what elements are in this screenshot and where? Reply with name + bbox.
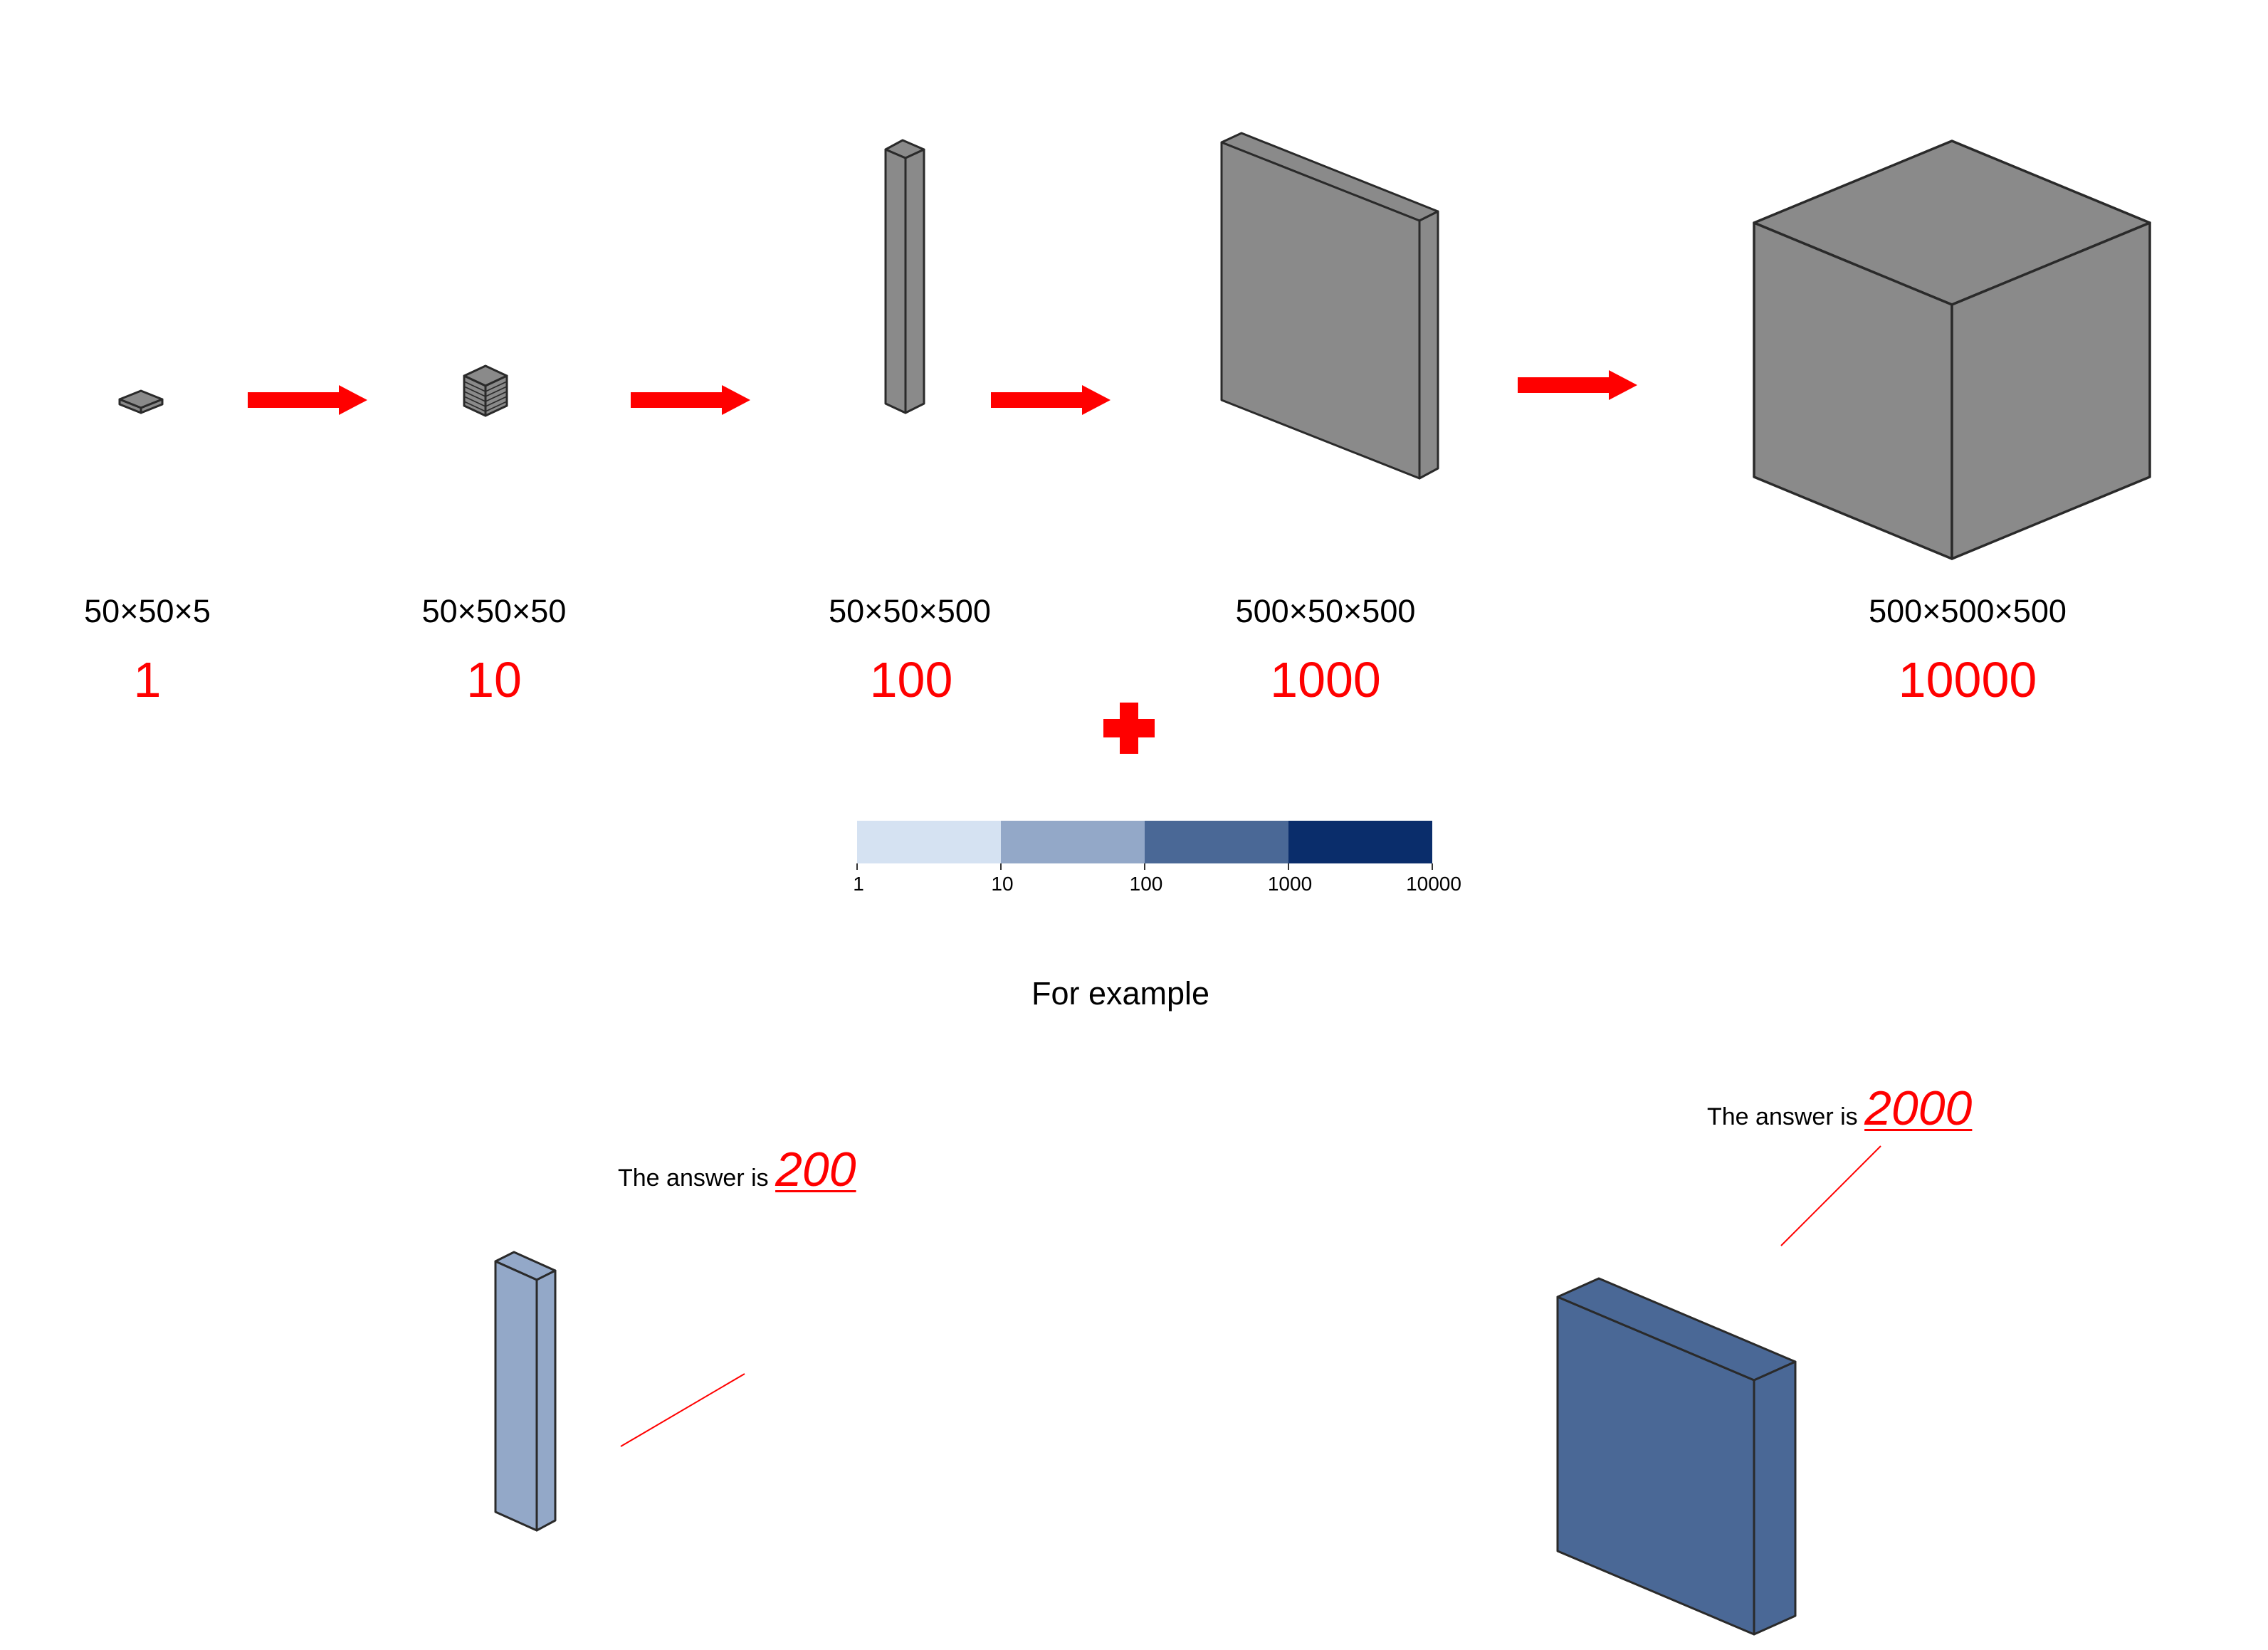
value-label-2: 10 [466,652,522,708]
block-50x50x5 [118,389,164,414]
colorbar-segment-1-10 [857,821,1001,863]
dims-label-1: 50×50×5 [84,593,211,629]
block-500x50x500 [1220,132,1439,480]
colorbar-tick-1: 1 [853,873,864,895]
value-label-1: 1 [133,652,162,708]
answer-prefix: The answer is [1707,1103,1865,1130]
colorbar-segment-10-100 [1001,821,1145,863]
arrow-right-icon [631,385,750,415]
answer-annotation-200: The answer is 200 [618,1142,856,1197]
colorbar-tick-100: 100 [1129,873,1163,895]
example-heading: For example [1031,975,1210,1011]
colorbar-segment-100-1000 [1145,821,1288,863]
colorbar [856,821,1433,870]
value-label-4: 1000 [1270,652,1381,708]
answer-value: 200 [775,1142,856,1197]
dims-label-2: 50×50×50 [421,593,567,629]
answer-annotation-2000: The answer is 2000 [1707,1081,1972,1136]
colorbar-tick-10000: 10000 [1406,873,1461,895]
plus-icon [1103,703,1155,754]
value-label-3: 100 [869,652,953,708]
answer-pointer-200 [620,1373,745,1447]
answer-value: 2000 [1864,1081,1973,1135]
answer-pointer-2000 [1780,1145,1881,1246]
colorbar-tick-1000: 1000 [1267,873,1313,895]
dims-label-3: 50×50×500 [829,593,991,629]
colorbar-segment-1000-10000 [1288,821,1432,863]
arrow-right-icon [991,385,1111,415]
answer-prefix: The answer is [618,1165,776,1192]
dims-label-4: 500×50×500 [1235,593,1416,629]
colorbar-tick-10: 10 [991,873,1014,895]
arrow-right-icon [248,385,367,415]
block-500x500x500 [1753,140,2151,560]
dims-label-5: 500×500×500 [1869,593,2067,629]
example-block-2000 [1556,1277,1797,1636]
arrow-right-icon [1518,370,1637,400]
block-50x50x500 [884,139,925,414]
block-50x50x50 [463,364,508,417]
value-label-5: 10000 [1898,652,2037,708]
example-block-200 [494,1251,557,1532]
